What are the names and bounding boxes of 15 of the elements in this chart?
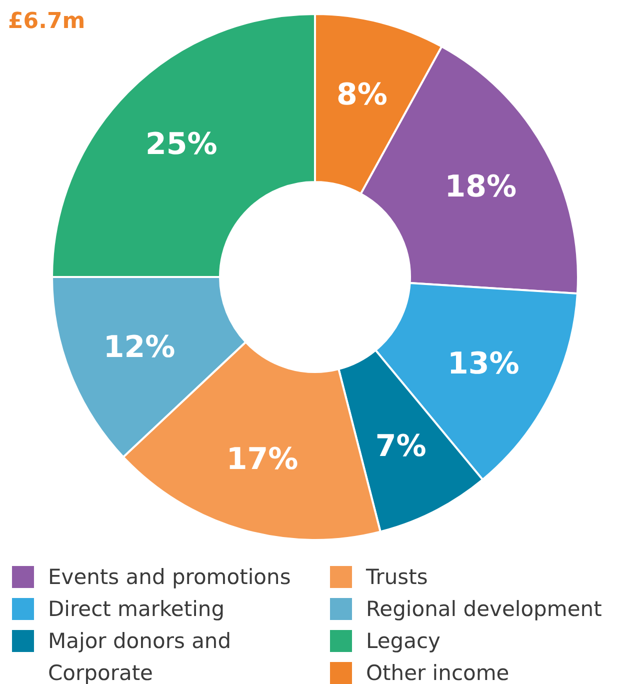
legend-label: Regional development — [366, 597, 602, 621]
data-label: 13% — [447, 346, 520, 382]
data-label: 8% — [336, 77, 388, 112]
data-label: 18% — [444, 169, 517, 204]
chart-title: £6.7m — [8, 9, 86, 34]
data-label: 7% — [375, 428, 426, 464]
legend-label: Major donors and Corporate — [48, 629, 232, 684]
data-label: 25% — [145, 126, 218, 162]
data-label: 12% — [103, 330, 176, 366]
legend-label: Other income — [366, 661, 510, 684]
legend-label: Direct marketing — [48, 597, 225, 621]
legend-label: Legacy — [366, 629, 440, 653]
legend-label: Events and promotions — [48, 565, 291, 589]
data-label: 17% — [226, 442, 298, 477]
legend-label: Trusts — [365, 565, 428, 589]
